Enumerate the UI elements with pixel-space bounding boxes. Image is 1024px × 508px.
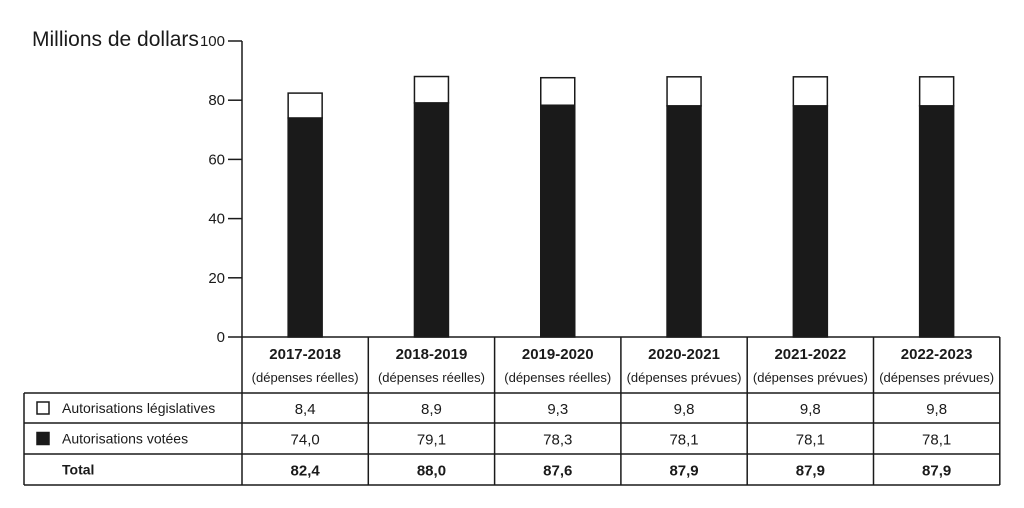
y-axis: 0 20 40 60 80 100	[200, 33, 243, 346]
cell-total: 87,9	[669, 463, 698, 480]
cell-total: 82,4	[291, 463, 321, 480]
cell-legislatives: 9,8	[926, 401, 947, 418]
category-label: 2021-2022	[774, 346, 846, 363]
y-tick-label: 0	[217, 329, 225, 346]
category-note: (dépenses prévues)	[627, 370, 742, 385]
y-tick-label: 40	[208, 211, 225, 228]
data-table: 2017-2018 (dépenses réelles) 2018-2019 (dép…	[23, 336, 1001, 486]
category-label: 2017-2018	[269, 346, 341, 363]
cell-votees: 74,0	[291, 432, 320, 449]
category-note: (dépenses prévues)	[879, 370, 994, 385]
cell-votees: 79,1	[417, 432, 446, 449]
bar-legislatives	[666, 76, 702, 107]
cell-legislatives: 9,8	[800, 401, 821, 418]
y-axis-label: Millions de dollars	[32, 28, 199, 51]
bar-legislatives	[918, 76, 955, 107]
cell-total: 87,9	[796, 463, 825, 480]
category-note: (dépenses réelles)	[252, 370, 359, 385]
y-tick-label: 80	[208, 92, 225, 109]
bar-votees	[540, 104, 576, 338]
cell-legislatives: 8,4	[295, 401, 316, 418]
cell-total: 88,0	[417, 463, 446, 480]
y-tick-label: 100	[200, 33, 225, 50]
cell-votees: 78,1	[669, 432, 698, 449]
category-note: (dépenses prévues)	[753, 370, 868, 385]
category-note: (dépenses réelles)	[378, 370, 485, 385]
cell-legislatives: 9,3	[547, 401, 568, 418]
category-label: 2018-2019	[396, 346, 468, 363]
bar-legislatives	[540, 76, 576, 106]
row-label-votees: Autorisations votées	[62, 431, 188, 447]
bar-votees	[287, 117, 323, 338]
bar-votees	[918, 105, 955, 338]
cell-total: 87,9	[922, 463, 951, 480]
legend-swatch-legislatives	[36, 401, 50, 415]
y-tick-label: 60	[208, 151, 225, 168]
category-label: 2022-2023	[901, 346, 973, 363]
cell-legislatives: 9,8	[674, 401, 695, 418]
bar-legislatives	[792, 76, 829, 107]
cell-total: 87,6	[543, 463, 572, 480]
row-label-total: Total	[62, 462, 94, 478]
bars	[287, 75, 955, 338]
cell-votees: 78,1	[796, 432, 825, 449]
cell-votees: 78,3	[543, 432, 572, 449]
row-label-legislatives: Autorisations législatives	[62, 400, 215, 416]
bar-votees	[413, 102, 450, 338]
category-note: (dépenses réelles)	[504, 370, 611, 385]
bar-votees	[792, 105, 829, 338]
category-label: 2019-2020	[522, 346, 594, 363]
cell-legislatives: 8,9	[421, 401, 442, 418]
legend-swatch-votees	[36, 431, 50, 446]
category-label: 2020-2021	[648, 346, 720, 363]
bar-legislatives	[287, 92, 323, 119]
cell-votees: 78,1	[922, 432, 951, 449]
bar-legislatives	[413, 75, 450, 104]
y-tick-label: 20	[208, 270, 225, 287]
bar-votees	[666, 105, 702, 338]
